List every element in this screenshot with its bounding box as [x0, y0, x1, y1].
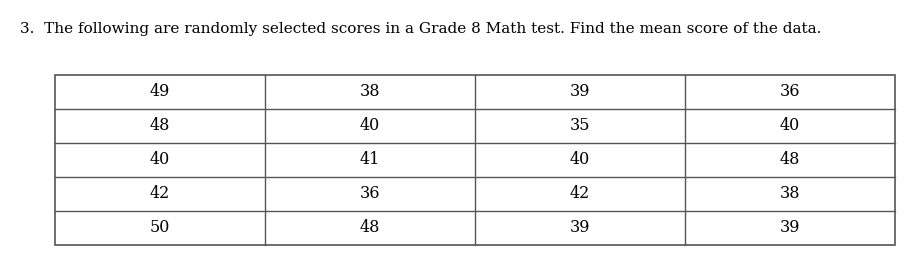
Text: 42: 42 — [150, 185, 171, 203]
Text: 40: 40 — [150, 151, 171, 169]
Text: 36: 36 — [780, 83, 800, 100]
Text: 36: 36 — [360, 185, 380, 203]
Text: 3.  The following are randomly selected scores in a Grade 8 Math test. Find the : 3. The following are randomly selected s… — [20, 22, 822, 36]
Text: 41: 41 — [360, 151, 380, 169]
Text: 48: 48 — [780, 151, 800, 169]
Text: 38: 38 — [780, 185, 800, 203]
Bar — [55, 75, 895, 245]
Text: 39: 39 — [570, 83, 590, 100]
Text: 39: 39 — [780, 220, 800, 236]
Text: 48: 48 — [360, 220, 380, 236]
Text: 35: 35 — [570, 118, 590, 134]
Text: 40: 40 — [360, 118, 380, 134]
Text: 42: 42 — [570, 185, 590, 203]
Text: 50: 50 — [149, 220, 171, 236]
Text: 49: 49 — [149, 83, 171, 100]
Text: 40: 40 — [780, 118, 800, 134]
Text: 39: 39 — [570, 220, 590, 236]
Text: 40: 40 — [570, 151, 590, 169]
Text: 38: 38 — [360, 83, 380, 100]
Text: 48: 48 — [149, 118, 171, 134]
